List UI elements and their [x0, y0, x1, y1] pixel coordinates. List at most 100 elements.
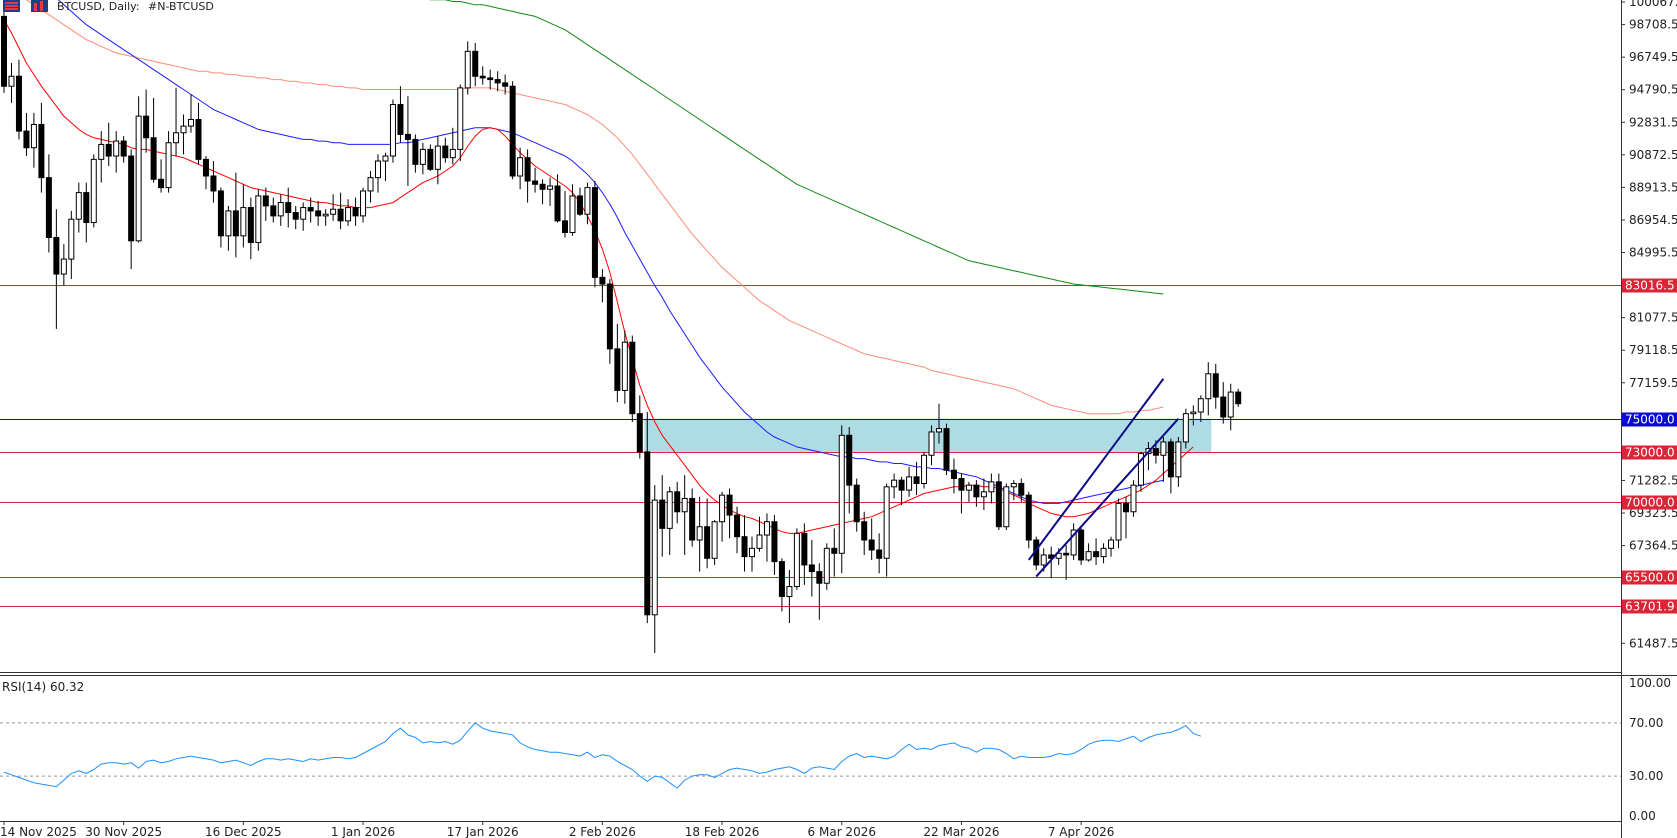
candle[interactable] — [786, 569, 793, 624]
candle[interactable] — [502, 74, 509, 95]
candle[interactable] — [823, 543, 830, 590]
support-zone[interactable] — [644, 418, 1212, 452]
candle[interactable] — [1093, 538, 1100, 565]
candle[interactable] — [98, 131, 105, 183]
candle[interactable] — [861, 511, 868, 555]
candle[interactable] — [689, 488, 696, 547]
candle[interactable] — [382, 152, 389, 181]
candle[interactable] — [749, 536, 755, 572]
candle[interactable] — [1197, 395, 1204, 422]
candle[interactable] — [771, 515, 778, 575]
candle[interactable] — [1167, 438, 1174, 494]
candle[interactable] — [419, 142, 426, 175]
candle[interactable] — [1220, 382, 1227, 424]
candle[interactable] — [494, 71, 501, 92]
candle[interactable] — [1205, 362, 1212, 416]
candle[interactable] — [38, 102, 45, 193]
candle[interactable] — [1108, 536, 1115, 557]
candle[interactable] — [1137, 451, 1144, 492]
candle[interactable] — [853, 478, 860, 532]
candle[interactable] — [255, 189, 262, 251]
candle[interactable] — [1085, 543, 1092, 562]
candle[interactable] — [150, 97, 157, 183]
candle[interactable] — [838, 425, 845, 574]
candle[interactable] — [950, 458, 957, 494]
candle[interactable] — [509, 81, 516, 180]
candle[interactable] — [113, 131, 120, 173]
candle[interactable] — [734, 506, 741, 554]
candles-layer[interactable] — [1, 9, 1242, 654]
candle[interactable] — [1123, 496, 1129, 539]
candle[interactable] — [352, 197, 359, 226]
candle[interactable] — [330, 194, 337, 221]
candle[interactable] — [562, 190, 568, 238]
candle[interactable] — [696, 496, 703, 572]
candle[interactable] — [30, 112, 37, 168]
candle[interactable] — [285, 187, 292, 228]
candle[interactable] — [599, 269, 606, 303]
candle[interactable] — [980, 478, 987, 511]
candle[interactable] — [375, 154, 381, 193]
candle[interactable] — [614, 323, 621, 403]
candle[interactable] — [898, 476, 905, 506]
candle[interactable] — [165, 131, 172, 193]
candle[interactable] — [472, 43, 479, 87]
candle[interactable] — [674, 481, 681, 524]
candle[interactable] — [225, 205, 232, 251]
candle[interactable] — [539, 179, 546, 205]
candle[interactable] — [1010, 480, 1017, 501]
candle[interactable] — [1212, 363, 1219, 409]
candle[interactable] — [404, 96, 411, 186]
candle[interactable] — [1235, 388, 1242, 408]
candle[interactable] — [143, 89, 150, 153]
candle[interactable] — [307, 197, 314, 223]
candle[interactable] — [1070, 523, 1077, 560]
candle[interactable] — [173, 87, 180, 157]
candle[interactable] — [517, 147, 524, 190]
candle[interactable] — [868, 518, 875, 560]
candle[interactable] — [247, 197, 254, 260]
candle[interactable] — [292, 205, 299, 230]
candle[interactable] — [345, 199, 352, 226]
candle[interactable] — [262, 187, 269, 221]
candle[interactable] — [778, 558, 785, 612]
candle[interactable] — [337, 192, 344, 230]
candle[interactable] — [816, 563, 823, 620]
candle[interactable] — [1130, 480, 1137, 517]
candle[interactable] — [128, 149, 135, 270]
candle[interactable] — [554, 174, 561, 223]
candle[interactable] — [659, 475, 666, 557]
candle[interactable] — [1018, 478, 1025, 502]
candle[interactable] — [442, 137, 449, 163]
candle[interactable] — [1175, 436, 1182, 487]
candle[interactable] — [591, 180, 598, 288]
candle[interactable] — [629, 335, 636, 422]
candle[interactable] — [202, 156, 209, 190]
candle[interactable] — [322, 209, 329, 226]
candle[interactable] — [210, 161, 217, 203]
candle[interactable] — [763, 513, 770, 562]
candle[interactable] — [576, 187, 583, 216]
candle[interactable] — [53, 209, 60, 329]
trend-channel-layer[interactable] — [1027, 378, 1180, 578]
candle[interactable] — [831, 528, 838, 577]
candle[interactable] — [584, 182, 591, 225]
candle[interactable] — [232, 172, 239, 258]
candle[interactable] — [621, 330, 628, 404]
candle[interactable] — [921, 451, 928, 489]
candle[interactable] — [532, 167, 539, 193]
candle[interactable] — [1063, 544, 1070, 580]
candle[interactable] — [68, 210, 75, 280]
candle[interactable] — [315, 200, 322, 226]
candle[interactable] — [158, 159, 165, 193]
candle[interactable] — [704, 498, 711, 569]
candle[interactable] — [906, 466, 913, 497]
candle[interactable] — [988, 473, 995, 504]
candle[interactable] — [1115, 498, 1122, 549]
candle[interactable] — [367, 170, 374, 203]
candle[interactable] — [1160, 436, 1167, 482]
candle[interactable] — [666, 486, 673, 555]
candle[interactable] — [1, 9, 7, 93]
candle[interactable] — [569, 184, 576, 236]
